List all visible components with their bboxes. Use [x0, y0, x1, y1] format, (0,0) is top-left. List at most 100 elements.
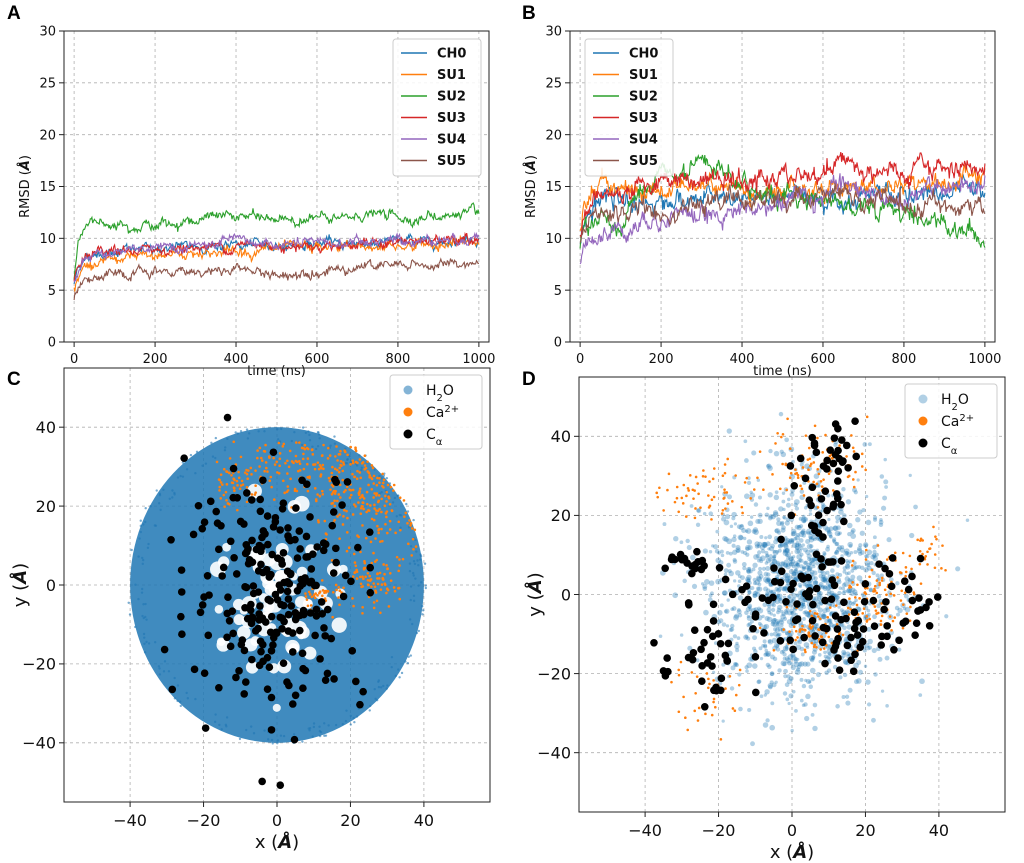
calcium-point — [875, 579, 879, 582]
water-point — [855, 517, 861, 523]
water-point — [827, 589, 832, 594]
calpha-point — [292, 504, 300, 512]
water-point — [373, 687, 376, 691]
water-point — [358, 454, 361, 457]
calpha-point — [219, 563, 228, 572]
water-point — [782, 616, 787, 621]
water-point — [866, 626, 872, 632]
water-point — [818, 660, 822, 664]
calcium-point — [780, 435, 783, 439]
water-point — [737, 574, 742, 579]
calcium-point — [743, 481, 747, 484]
water-point — [307, 430, 310, 433]
water-point — [749, 490, 753, 494]
water-point — [801, 703, 806, 708]
water-point — [742, 566, 747, 571]
calpha-point — [895, 636, 903, 645]
water-point — [775, 593, 781, 598]
water-point — [736, 524, 742, 530]
water-point — [861, 594, 867, 600]
water-point — [822, 584, 828, 590]
calcium-point — [294, 459, 298, 463]
calcium-point — [710, 713, 714, 717]
legend-label-rest: O — [958, 392, 969, 408]
water-point — [843, 581, 849, 587]
water-point — [780, 561, 786, 566]
water-point — [141, 614, 144, 618]
water-point — [276, 742, 279, 745]
water-point — [885, 704, 889, 708]
calpha-point — [833, 477, 842, 485]
water-point — [772, 622, 777, 628]
axis-label-part: y ( — [10, 584, 31, 607]
water-point — [724, 609, 728, 614]
water-point — [762, 624, 768, 630]
calpha-point — [885, 570, 894, 578]
water-point — [352, 716, 355, 720]
water-point — [782, 656, 787, 661]
water-point — [857, 509, 863, 515]
calcium-point — [245, 485, 249, 489]
water-point — [214, 436, 218, 440]
calcium-point — [684, 515, 688, 518]
calcium-point — [851, 446, 855, 450]
water-point — [837, 532, 841, 536]
calcium-point — [409, 522, 413, 525]
calcium-point — [724, 507, 727, 510]
water-point — [348, 455, 351, 458]
water-point — [176, 699, 179, 703]
water-point — [871, 717, 876, 723]
calpha-point — [860, 597, 869, 606]
calcium-point — [384, 494, 387, 498]
calpha-point — [338, 501, 346, 509]
calcium-point — [333, 518, 336, 522]
water-point — [853, 490, 858, 495]
water-point — [842, 658, 849, 665]
water-point — [764, 550, 769, 555]
calpha-point — [247, 619, 256, 628]
calcium-point — [355, 477, 359, 481]
water-point — [704, 578, 710, 585]
water-point — [809, 667, 816, 674]
calpha-point — [709, 600, 718, 609]
legend-box — [389, 374, 483, 450]
calcium-point — [383, 504, 387, 508]
x-tick-label: 20 — [855, 821, 875, 840]
water-point — [752, 562, 758, 568]
water-point — [765, 558, 771, 564]
water-point — [765, 650, 772, 657]
water-point — [821, 612, 826, 617]
calpha-point — [359, 687, 367, 696]
calcium-point — [656, 495, 660, 499]
water-point — [793, 561, 799, 567]
calcium-point — [808, 457, 812, 461]
calcium-point — [403, 515, 406, 518]
calcium-point — [912, 591, 916, 594]
water-point — [732, 661, 738, 667]
water-point — [801, 598, 806, 602]
calcium-point — [306, 604, 310, 608]
calcium-point — [731, 500, 734, 503]
water-point — [826, 544, 830, 549]
calcium-point — [219, 473, 223, 476]
water-point — [832, 537, 837, 542]
water-point — [185, 691, 188, 695]
calcium-point — [310, 595, 314, 599]
calcium-point — [804, 434, 808, 437]
calpha-point — [248, 655, 256, 664]
calcium-point — [370, 464, 374, 467]
water-point — [247, 432, 251, 435]
water-point — [782, 586, 787, 591]
water-point — [145, 618, 148, 621]
calcium-point — [379, 611, 382, 615]
calcium-point — [357, 501, 360, 504]
calpha-point — [258, 777, 266, 786]
water-point — [687, 645, 693, 651]
water-point — [871, 648, 877, 654]
calcium-point — [798, 628, 802, 631]
water-point — [747, 590, 752, 595]
calcium-point — [355, 577, 359, 580]
calpha-point — [259, 476, 267, 485]
calpha-point — [299, 664, 307, 673]
